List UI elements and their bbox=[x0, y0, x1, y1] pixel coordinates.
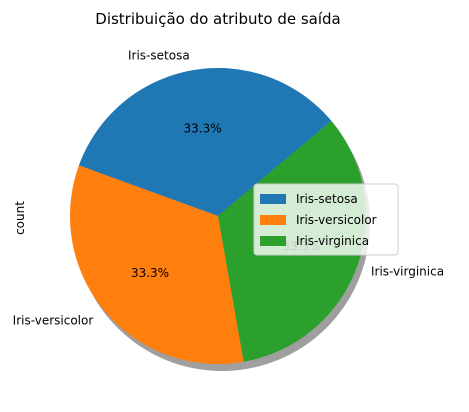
legend-swatch bbox=[260, 236, 286, 246]
pie-slice-iris-setosa bbox=[78, 68, 332, 216]
legend-swatch bbox=[260, 194, 286, 204]
pie-slice-iris-versicolor bbox=[70, 165, 244, 364]
y-axis-label: count bbox=[13, 201, 27, 235]
slice-percent-label: 33.3% bbox=[184, 122, 222, 136]
legend-box bbox=[253, 183, 399, 256]
legend-label: Iris-versicolor bbox=[296, 213, 377, 227]
legend-label: Iris-virginica bbox=[296, 234, 369, 248]
legend-label: Iris-setosa bbox=[296, 192, 358, 206]
slice-label: Iris-virginica bbox=[371, 265, 444, 279]
chart-title: Distribuição do atributo de saída bbox=[95, 10, 340, 28]
slice-label: Iris-versicolor bbox=[13, 314, 94, 328]
pie-slices bbox=[70, 68, 366, 364]
slice-label: Iris-setosa bbox=[128, 49, 190, 63]
slice-percent-label: 33.3% bbox=[131, 266, 169, 280]
legend-swatch bbox=[260, 215, 286, 225]
legend: Iris-setosa Iris-versicolor Iris-virginica bbox=[253, 183, 399, 256]
